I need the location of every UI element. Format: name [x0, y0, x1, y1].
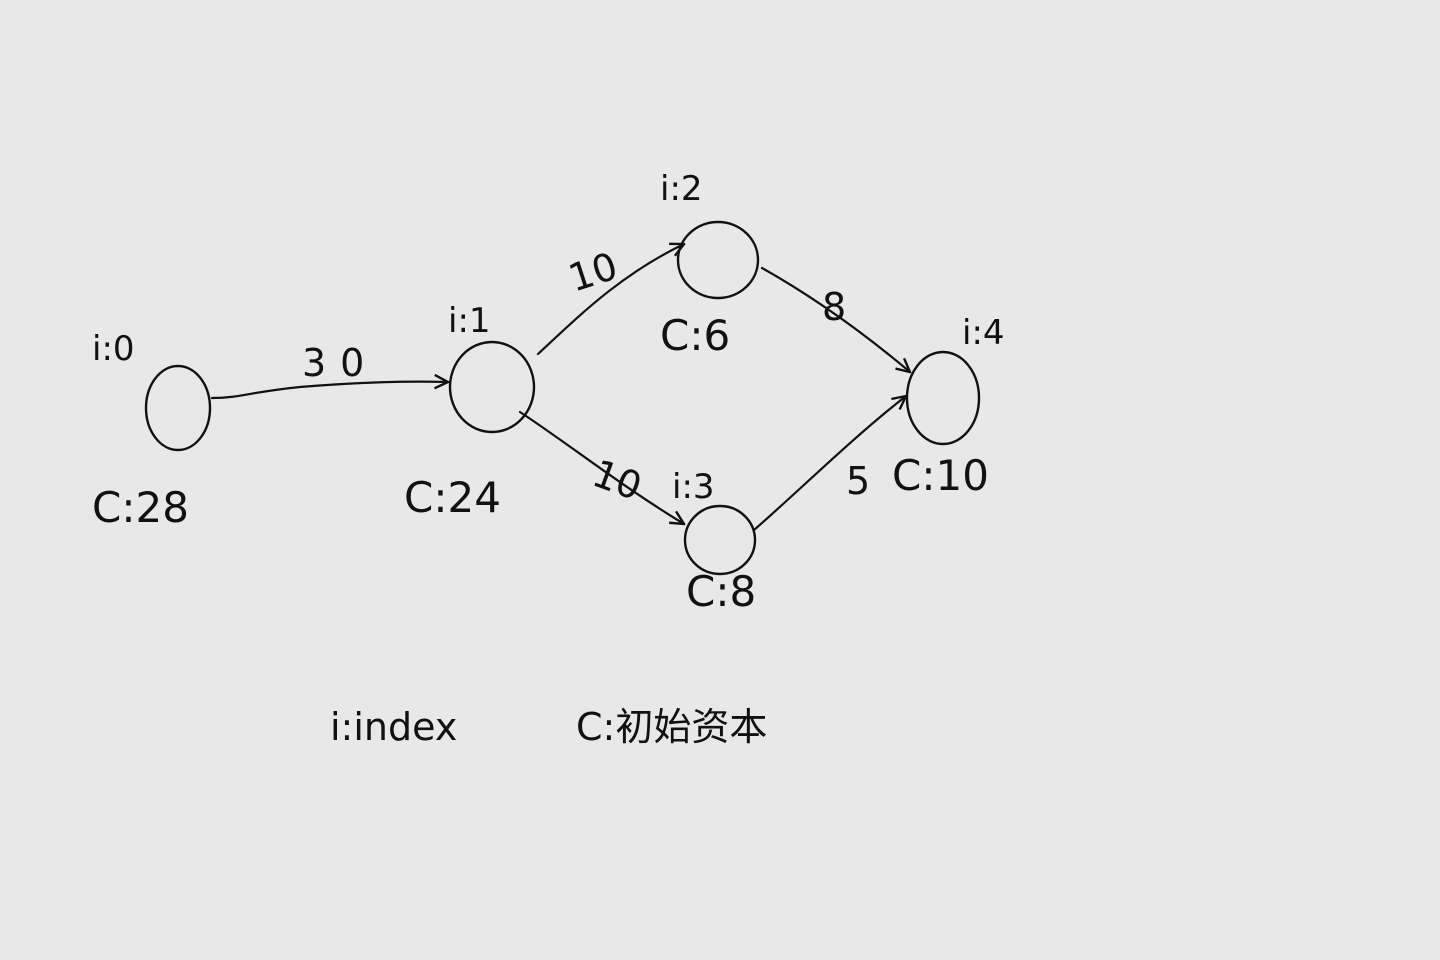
- node-0-index-label: i:0: [92, 329, 135, 369]
- edge-1-2: [536, 244, 684, 356]
- node-1: [448, 340, 536, 434]
- edge-1-3-weight: 10: [587, 451, 647, 509]
- node-4: [905, 350, 981, 446]
- edge-1-3: [518, 410, 684, 524]
- node-4-capital-label: C:10: [892, 451, 989, 500]
- edge-1-2-weight: 10: [563, 244, 623, 301]
- node-3-index-label: i:3: [672, 467, 715, 507]
- edge-2-4-weight: 8: [822, 285, 846, 329]
- node-2-capital-label: C:6: [660, 311, 730, 360]
- edge-0-1-weight: 30: [302, 341, 378, 385]
- node-0: [144, 364, 212, 452]
- node-1-capital-label: C:24: [404, 473, 501, 522]
- node-4-index-label: i:4: [962, 313, 1005, 353]
- legend-capital: C:初始资本: [576, 705, 767, 749]
- node-3-capital-label: C:8: [686, 567, 756, 616]
- edge-3-4-weight: 5: [846, 459, 870, 503]
- edge-3-4: [752, 396, 906, 532]
- node-3: [683, 504, 757, 576]
- node-2: [676, 220, 760, 300]
- node-0-capital-label: C:28: [92, 483, 189, 532]
- edge-2-4: [760, 266, 910, 372]
- node-1-index-label: i:1: [448, 301, 491, 341]
- node-2-index-label: i:2: [660, 169, 703, 209]
- edge-0-1: [210, 382, 448, 400]
- legend-index: i:index: [330, 705, 457, 749]
